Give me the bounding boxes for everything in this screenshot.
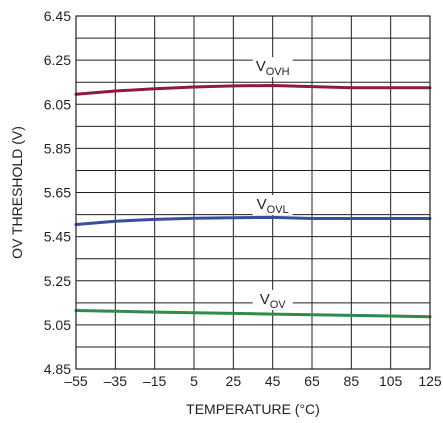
series-label-ovh: VOVH	[256, 58, 290, 78]
y-tick-label: 4.85	[44, 361, 71, 377]
y-tick-label: 5.65	[44, 185, 71, 201]
y-tick-label: 6.45	[44, 8, 71, 24]
series-label-backdrop	[252, 289, 293, 310]
x-tick-label: –55	[64, 373, 88, 389]
series-label-ov: VOV	[260, 291, 287, 311]
series-line-ovl	[74, 215, 432, 226]
series-label-backdrop	[252, 195, 293, 216]
x-tick-label: –15	[143, 373, 167, 389]
series-line-ovh	[74, 84, 432, 96]
y-tick-label: 5.05	[44, 317, 71, 333]
x-tick-label: 45	[265, 373, 281, 389]
series-label-backdrop	[252, 57, 293, 78]
series-label-subscript: OV	[270, 299, 287, 311]
x-tick-label: 105	[379, 373, 403, 389]
x-tick-label: 25	[226, 373, 242, 389]
series-label-main: V	[260, 291, 270, 308]
y-tick-label: 6.05	[44, 96, 71, 112]
x-tick-label: 125	[418, 373, 442, 389]
x-tick-label: 5	[190, 373, 198, 389]
series-label-subscript: OVL	[267, 204, 289, 216]
y-tick-label: 5.85	[44, 140, 71, 156]
series-label-ovl: VOVL	[257, 196, 289, 216]
x-axis-label: TEMPERATURE (°C)	[186, 401, 320, 417]
y-tick-label: 5.25	[44, 273, 71, 289]
series-label-main: V	[256, 58, 266, 75]
y-tick-label: 5.45	[44, 229, 71, 245]
series-line-ov	[74, 309, 432, 319]
series-label-subscript: OVH	[266, 66, 290, 78]
y-tick-label: 6.25	[44, 52, 71, 68]
y-axis-label: OV THRESHOLD (V)	[9, 126, 25, 259]
x-tick-label: 65	[304, 373, 320, 389]
chart-ticks: –55 –35 –15 5 25 45 65 85 105 125 4.85 5.05 5.25 5.45…	[44, 8, 442, 389]
x-tick-label: 85	[344, 373, 360, 389]
series-label-main: V	[257, 196, 267, 213]
plot-frame	[75, 15, 431, 370]
chart-grid	[76, 16, 430, 369]
x-tick-label: –35	[104, 373, 128, 389]
